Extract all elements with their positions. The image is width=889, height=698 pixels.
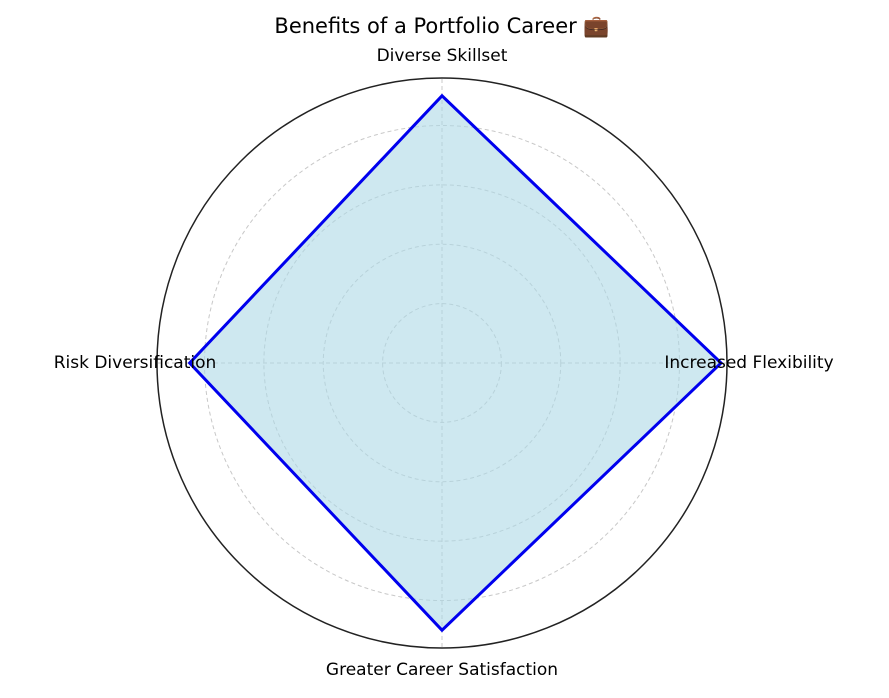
category-label: Increased Flexibility	[664, 353, 833, 373]
outer-frame	[156, 77, 728, 649]
radar-line	[187, 93, 724, 633]
chart-title: Benefits of a Portfolio Career 💼	[274, 14, 609, 38]
category-label: Greater Career Satisfaction	[326, 660, 558, 680]
radar-area	[189, 95, 722, 631]
category-label: Risk Diversification	[54, 353, 217, 373]
category-label: Diverse Skillset	[377, 46, 508, 66]
